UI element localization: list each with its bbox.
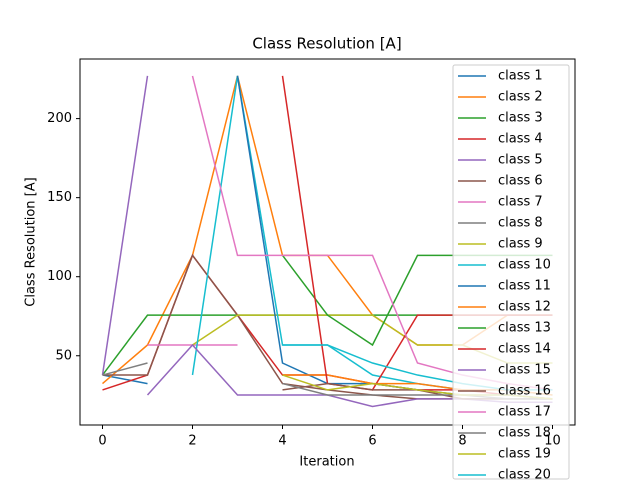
x-tick-label: 2 [188, 434, 196, 449]
legend-label: class 6 [498, 174, 543, 189]
legend-label: class 2 [498, 90, 543, 105]
series-line [101, 75, 149, 376]
x-tick-label: 6 [368, 434, 376, 449]
legend-label: class 1 [498, 69, 543, 84]
x-tick-label: 8 [458, 434, 466, 449]
legend-label: class 13 [498, 321, 551, 336]
y-tick-label: 100 [47, 269, 72, 284]
y-tick-label: 200 [47, 111, 72, 126]
legend-label: class 18 [498, 426, 551, 441]
axes-frame [79, 58, 576, 426]
legend-label: class 3 [498, 111, 543, 126]
x-tick-label: 0 [98, 434, 106, 449]
y-tick-label: 150 [47, 190, 72, 205]
y-axis-label: Class Resolution [A] [24, 177, 39, 306]
legend-label: class 7 [498, 195, 543, 210]
legend-label: class 8 [498, 216, 543, 231]
legend-label: class 11 [498, 279, 551, 294]
legend-label: class 16 [498, 384, 551, 399]
x-tick-label: 10 [544, 434, 561, 449]
chart-title: Class Resolution [A] [252, 35, 401, 53]
legend-label: class 14 [498, 342, 551, 357]
x-tick-label: 4 [278, 434, 286, 449]
legend-label: class 15 [498, 363, 551, 378]
x-axis-label: Iteration [299, 455, 354, 470]
legend-label: class 9 [498, 237, 543, 252]
legend-label: class 20 [498, 468, 551, 480]
legend-label: class 4 [498, 132, 543, 147]
legend-label: class 17 [498, 405, 551, 420]
series-line [102, 362, 148, 376]
legend-label: class 5 [498, 153, 543, 168]
legend-label: class 12 [498, 300, 551, 315]
y-tick-label: 50 [55, 348, 72, 363]
legend-label: class 19 [498, 447, 551, 462]
legend-box [452, 64, 570, 480]
legend: class 1 class 2 class 3 class 4 class 5 class… [452, 64, 570, 480]
legend-label: class 10 [498, 258, 551, 273]
